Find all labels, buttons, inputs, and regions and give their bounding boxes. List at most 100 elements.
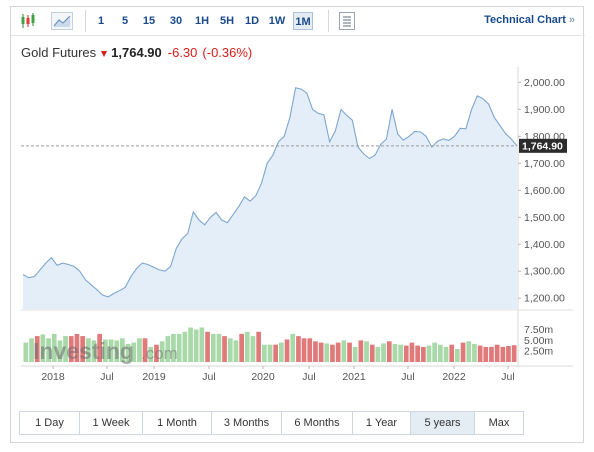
interval-button-1w[interactable]: 1W <box>268 15 286 27</box>
volume-bar <box>239 333 244 362</box>
range-button-5-years[interactable]: 5 years <box>411 412 475 434</box>
interval-button-1m[interactable]: 1M <box>293 12 313 30</box>
y-tick-label: 1,200.00 <box>524 293 565 305</box>
volume-bar <box>273 344 278 362</box>
technical-chart-label: Technical Chart <box>484 14 566 26</box>
x-tick-label: 2021 <box>342 371 366 383</box>
area-chart-icon[interactable] <box>51 12 73 30</box>
volume-bar <box>460 342 466 362</box>
volume-bar <box>68 336 74 362</box>
y-tick-label: 2,000.00 <box>524 77 565 89</box>
volume-bar <box>432 342 437 362</box>
volume-bar <box>262 344 267 362</box>
quote-header: Gold Futures 1,764.90 -6.30 (-0.36%) <box>21 45 252 60</box>
volume-bar <box>449 344 455 362</box>
interval-button-1[interactable]: 1 <box>97 15 105 27</box>
volume-bar <box>199 327 205 362</box>
volume-bar <box>392 343 398 362</box>
volume-bar <box>415 345 420 362</box>
volume-bar <box>421 346 426 362</box>
volume-bar <box>335 342 341 362</box>
toolbar-separator <box>85 10 86 32</box>
volume-bar <box>103 339 108 362</box>
volume-bar <box>205 331 210 362</box>
price-chart[interactable]: 2,000.001,900.001,800.001,700.001,600.00… <box>11 7 585 407</box>
range-button-1-day[interactable]: 1 Day <box>20 412 80 434</box>
volume-bar <box>29 338 34 363</box>
volume-bar <box>369 344 375 362</box>
volume-bar <box>279 342 284 362</box>
volume-tick-label: 7.50m <box>524 324 553 336</box>
volume-bar <box>74 333 80 362</box>
volume-bar <box>381 343 386 362</box>
volume-bar <box>256 331 261 362</box>
volume-bar <box>182 331 188 362</box>
range-button-1-month[interactable]: 1 Month <box>143 412 212 434</box>
last-price: 1,764.90 <box>111 45 162 60</box>
volume-bar <box>51 333 57 362</box>
volume-bar <box>296 336 301 362</box>
interval-button-5[interactable]: 5 <box>121 15 129 27</box>
volume-bar <box>403 345 409 362</box>
volume-bar <box>267 344 273 362</box>
volume-bar <box>375 346 381 362</box>
last-price-tag-label: 1,764.90 <box>522 140 563 152</box>
watermark-logo: Investing <box>33 338 134 364</box>
volume-bar <box>426 345 432 362</box>
volume-bar <box>222 336 227 362</box>
volume-bar <box>455 349 460 362</box>
volume-bar <box>46 338 51 363</box>
price-line <box>22 87 518 298</box>
interval-button-5h[interactable]: 5H <box>219 15 235 27</box>
volume-bar <box>489 346 494 362</box>
volume-tick-label: 2.50m <box>524 346 553 358</box>
volume-bar <box>472 343 477 362</box>
volume-bar <box>290 333 296 362</box>
indicators-icon[interactable] <box>339 12 355 30</box>
toolbar-separator <box>328 10 329 32</box>
range-button-1-week[interactable]: 1 Week <box>80 412 143 434</box>
volume-bar <box>233 340 239 362</box>
interval-button-1d[interactable]: 1D <box>244 15 260 27</box>
volume-bar <box>330 344 335 362</box>
volume-bar <box>125 343 131 362</box>
volume-bar <box>142 338 148 363</box>
volume-bar <box>97 333 102 362</box>
chevron-right-icon: » <box>568 14 575 26</box>
chart-toolbar: Technical Chart» 1 5 15 30 1H 5H 1D 1W 1M <box>11 7 585 36</box>
volume-bar <box>318 342 324 362</box>
interval-button-1h[interactable]: 1H <box>194 15 210 27</box>
volume-bar <box>154 344 159 362</box>
interval-button-15[interactable]: 15 <box>142 15 156 27</box>
volume-bar <box>108 339 114 362</box>
range-button-max[interactable]: Max <box>488 417 510 429</box>
interval-button-30[interactable]: 30 <box>169 15 183 27</box>
volume-bar <box>352 346 358 362</box>
y-tick-label: 1,400.00 <box>524 239 565 251</box>
range-button-3-months[interactable]: 3 Months <box>212 412 282 434</box>
x-tick-label: Jul <box>100 371 113 383</box>
volume-bar <box>284 339 290 362</box>
volume-bar <box>443 346 449 362</box>
volume-bar <box>500 346 506 362</box>
volume-bar <box>159 341 165 362</box>
x-tick-label: 2018 <box>41 371 65 383</box>
down-arrow-icon <box>101 50 108 57</box>
volume-bar <box>250 336 256 362</box>
volume-bar <box>86 338 91 363</box>
volume-bar <box>364 341 369 362</box>
y-tick-label: 1,500.00 <box>524 212 565 224</box>
candlestick-chart-icon[interactable] <box>19 12 37 30</box>
volume-bar <box>34 336 40 362</box>
x-tick-label: Jul <box>202 371 215 383</box>
y-tick-label: 1,600.00 <box>524 185 565 197</box>
volume-bar <box>307 338 313 363</box>
x-tick-label: 2020 <box>251 371 275 383</box>
volume-bar <box>193 329 199 362</box>
volume-bar <box>438 344 443 362</box>
technical-chart-link[interactable]: Technical Chart» <box>484 14 575 26</box>
range-button-1-year[interactable]: 1 Year <box>353 412 411 434</box>
range-selector: 1 Day 1 Week 1 Month 3 Months 6 Months 1 Year… <box>19 411 524 435</box>
range-button-6-months[interactable]: 6 Months <box>282 412 353 434</box>
volume-bar <box>477 345 483 362</box>
